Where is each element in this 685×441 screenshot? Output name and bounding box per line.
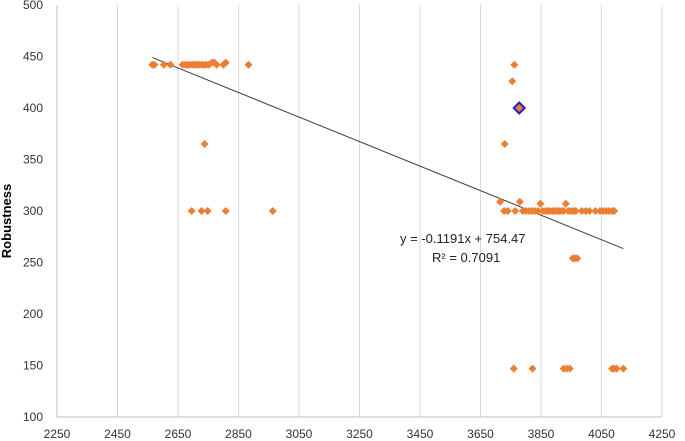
data-point [528, 364, 537, 373]
y-tick-label: 200 [23, 307, 43, 321]
data-point [565, 364, 574, 373]
x-tick-label: 2450 [104, 427, 131, 441]
x-tick-label: 3450 [407, 427, 434, 441]
y-tick-label: 500 [23, 0, 43, 12]
highlighted-data-point [512, 101, 527, 115]
y-tick-label: 350 [23, 153, 43, 167]
x-tick-label: 3650 [467, 427, 494, 441]
trendline [152, 57, 624, 250]
highlight-layer [512, 101, 527, 115]
y-axis-title: Robustness [0, 184, 14, 258]
data-point [508, 77, 517, 86]
x-tick-label: 2650 [165, 427, 192, 441]
data-points [148, 58, 628, 373]
data-point [509, 364, 518, 373]
data-point [511, 207, 520, 215]
axes [56, 5, 662, 418]
data-point [159, 60, 168, 69]
data-point [500, 140, 509, 149]
x-tick-label: 3050 [286, 427, 313, 441]
data-point [585, 207, 594, 215]
data-point [559, 207, 568, 215]
data-point [533, 207, 542, 215]
data-point [610, 207, 619, 215]
data-point [166, 60, 175, 69]
y-tick-label: 150 [23, 359, 43, 373]
data-point [515, 197, 524, 206]
data-point [244, 60, 253, 69]
data-point [200, 140, 209, 149]
data-point [221, 58, 230, 67]
y-tick-label: 300 [23, 204, 43, 218]
data-point [150, 60, 159, 69]
trendline-equation: y = -0.1191x + 754.47 [400, 231, 526, 246]
y-tick-label: 100 [23, 410, 43, 424]
x-tick-label: 2250 [44, 427, 71, 441]
r-squared-label: R² = 0.7091 [432, 250, 500, 265]
data-point [268, 207, 277, 215]
data-point [510, 60, 519, 69]
data-point [496, 197, 505, 206]
y-tick-label: 400 [23, 101, 43, 115]
data-point [591, 207, 600, 215]
tick-labels: 2250 2450 2650 2850 3050 3250 3450 3650 3850 4050… [23, 0, 676, 441]
data-point [571, 207, 580, 215]
y-tick-label: 450 [23, 50, 43, 64]
data-point [197, 207, 206, 215]
x-tick-label: 4250 [649, 427, 676, 441]
x-tick-label: 3850 [528, 427, 555, 441]
data-point [619, 364, 628, 373]
data-point [212, 60, 221, 69]
data-point [536, 199, 545, 208]
y-tick-label: 250 [23, 256, 43, 270]
x-tick-label: 3250 [346, 427, 373, 441]
x-tick-label: 4050 [588, 427, 615, 441]
data-point [573, 254, 582, 263]
data-point [561, 199, 570, 208]
data-point [221, 207, 230, 215]
data-point [187, 207, 196, 215]
data-point [203, 207, 212, 215]
data-point [500, 207, 509, 215]
x-tick-label: 2850 [225, 427, 252, 441]
data-point [612, 364, 621, 373]
